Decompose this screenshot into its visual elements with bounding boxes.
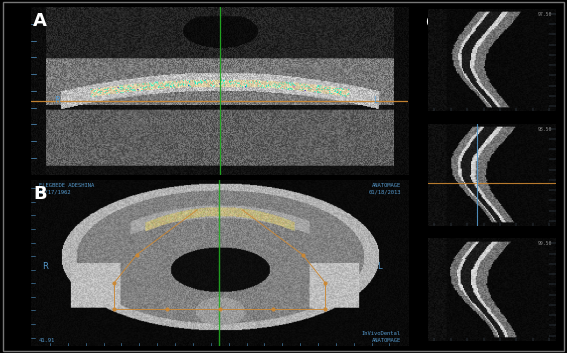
- Text: L: L: [377, 262, 382, 271]
- Text: R: R: [43, 262, 48, 271]
- Text: InVivoDental
ANATOMAGE: InVivoDental ANATOMAGE: [362, 331, 401, 343]
- Text: L: L: [374, 96, 378, 106]
- Text: 98.50: 98.50: [538, 127, 552, 132]
- Text: 41.91: 41.91: [39, 337, 55, 343]
- Text: A: A: [33, 12, 47, 30]
- Text: ANATOMAGE
01/18/2013: ANATOMAGE 01/18/2013: [368, 183, 401, 195]
- Text: R: R: [54, 96, 60, 106]
- Text: B: B: [33, 185, 46, 203]
- Text: 99.50: 99.50: [538, 241, 552, 246]
- Text: 97.50: 97.50: [538, 12, 552, 17]
- Text: C: C: [425, 14, 438, 32]
- Text: ELEGBEDE ADESHINA
11/17/1962: ELEGBEDE ADESHINA 11/17/1962: [39, 183, 94, 195]
